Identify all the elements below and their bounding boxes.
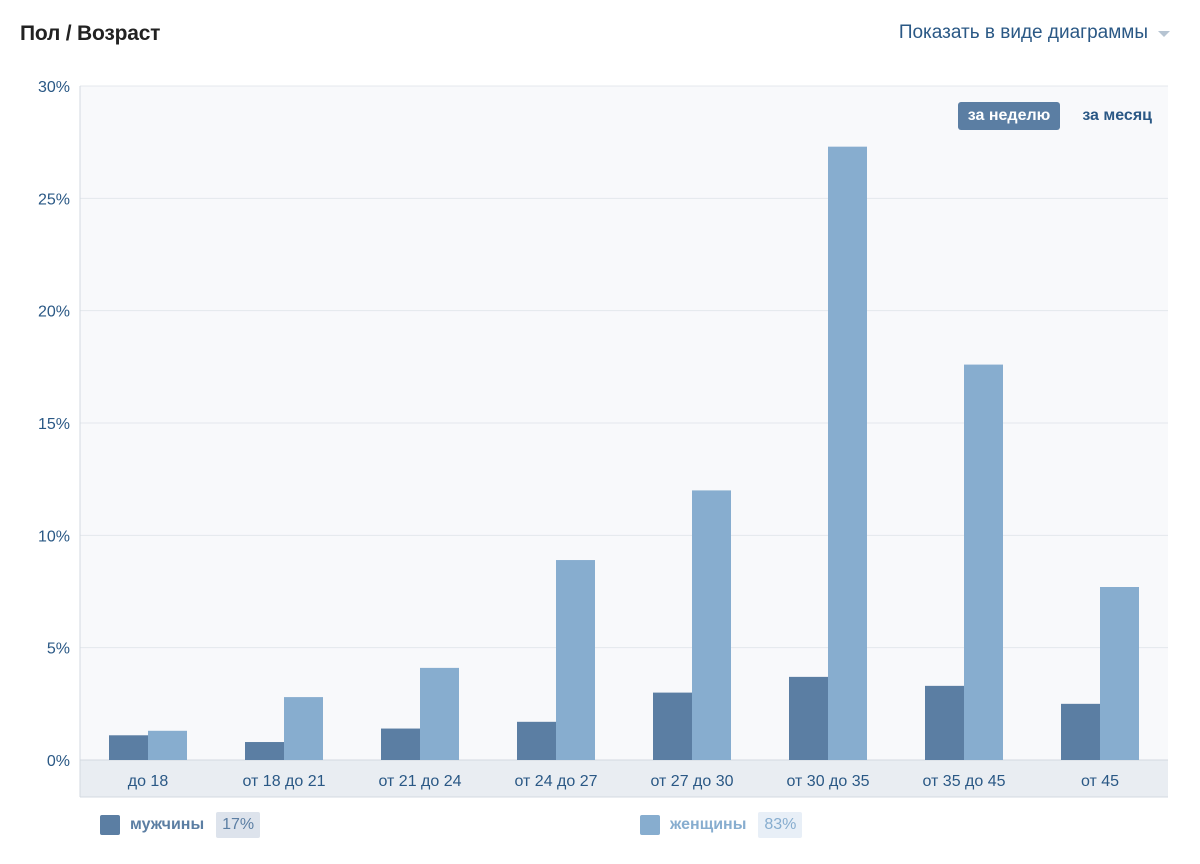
bar-men — [517, 721, 556, 760]
bar-women — [828, 146, 867, 760]
bar-men — [109, 735, 148, 760]
chart-legend: мужчины 17% женщины 83% — [100, 812, 1100, 842]
y-tick-label: 15% — [38, 416, 70, 433]
legend-swatch-men — [100, 815, 120, 835]
y-tick-label: 20% — [38, 304, 70, 321]
bar-women — [420, 667, 459, 760]
y-tick-label: 10% — [38, 528, 70, 545]
x-tick-label: от 27 до 30 — [650, 773, 733, 790]
bar-women — [284, 697, 323, 760]
bar-men — [789, 676, 828, 760]
bar-women — [556, 560, 595, 760]
bar-women — [148, 730, 187, 760]
bar-men — [381, 728, 420, 760]
legend-percent-women: 83% — [758, 812, 803, 838]
x-tick-label: до 18 — [128, 773, 169, 790]
bar-men — [1061, 703, 1100, 760]
y-tick-label: 0% — [47, 753, 70, 770]
chevron-down-icon — [1158, 31, 1170, 37]
legend-percent-men: 17% — [216, 812, 261, 838]
x-tick-label: от 35 до 45 — [922, 773, 1005, 790]
bar-men — [653, 692, 692, 760]
tab-week[interactable]: за неделю — [957, 102, 1061, 130]
legend-swatch-women — [640, 815, 660, 835]
bar-men — [245, 742, 284, 760]
page-title: Пол / Возраст — [20, 22, 161, 45]
bar-women — [964, 364, 1003, 760]
x-tick-label: от 24 до 27 — [514, 773, 597, 790]
legend-item-women[interactable]: женщины 83% — [640, 812, 803, 838]
x-tick-label: от 18 до 21 — [242, 773, 325, 790]
bar-men — [925, 685, 964, 760]
period-tabs: за неделю за месяц — [957, 102, 1162, 130]
legend-item-men[interactable]: мужчины 17% — [100, 812, 261, 838]
x-tick-label: от 30 до 35 — [786, 773, 869, 790]
x-tick-label: от 21 до 24 — [378, 773, 461, 790]
legend-label-women: женщины — [670, 816, 747, 833]
bar-women — [692, 490, 731, 760]
x-tick-label: от 45 — [1081, 773, 1119, 790]
y-tick-label: 25% — [38, 191, 70, 208]
y-tick-label: 30% — [38, 79, 70, 96]
bar-women — [1100, 587, 1139, 760]
view-toggle-label: Показать в виде диаграммы — [898, 22, 1148, 43]
legend-label-men: мужчины — [130, 816, 205, 833]
x-axis-band — [80, 760, 1168, 797]
tab-month[interactable]: за месяц — [1082, 107, 1152, 124]
y-tick-label: 5% — [47, 641, 70, 658]
view-toggle-dropdown[interactable]: Показать в виде диаграммы — [899, 22, 1170, 44]
